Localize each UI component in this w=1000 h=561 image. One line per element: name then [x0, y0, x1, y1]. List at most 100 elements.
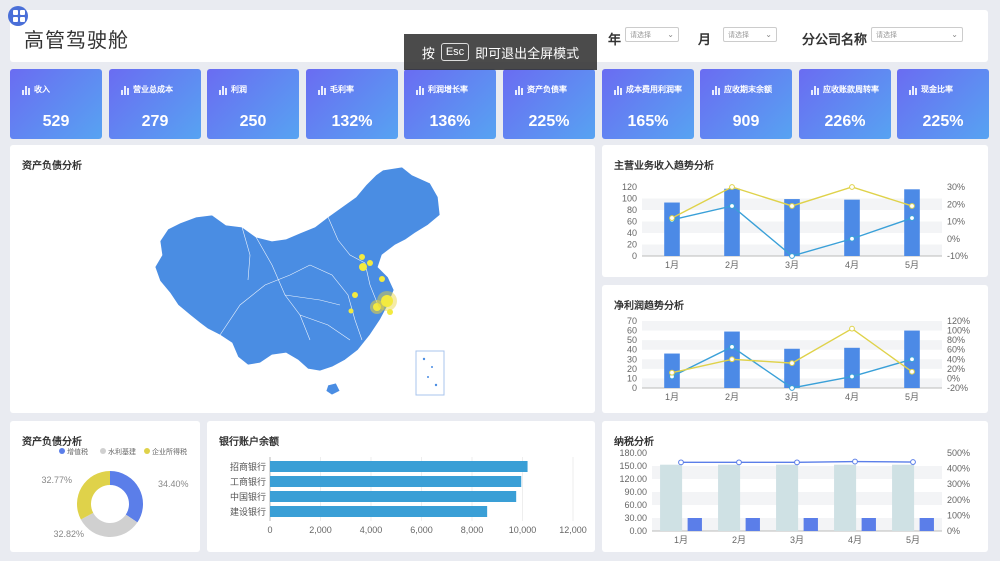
kpi-card[interactable]: 应收期末余额 909 [700, 69, 792, 139]
x-tick-label: 4,000 [360, 525, 383, 535]
kpi-value: 226% [824, 113, 866, 130]
y-left-tick-label: 0 [632, 383, 637, 393]
series-point [849, 235, 855, 242]
y-right-tick-label: 100% [947, 510, 970, 520]
kpi-card[interactable]: 应收账款周转率 226% [799, 69, 891, 139]
bar-chart-icon [121, 83, 131, 95]
x-tick-label: 1月 [665, 392, 679, 402]
kpi-card[interactable]: 现金比率 225% [897, 69, 989, 139]
kpi-value: 136% [429, 113, 471, 130]
y-left-tick-label: 120 [622, 182, 637, 192]
y-tick-label: 中国银行 [230, 491, 266, 502]
y-left-tick-label: 60 [627, 217, 637, 227]
y-right-tick-label: -10% [947, 251, 968, 261]
kpi-card[interactable]: 成本费用利润率 165% [602, 69, 694, 139]
kpi-card[interactable]: 利润增长率 136% [404, 69, 496, 139]
kpi-label: 应收期末余额 [724, 85, 772, 94]
bar-chart-icon [416, 83, 426, 95]
x-tick-label: 3月 [785, 260, 799, 270]
y-left-tick-label: 50 [627, 335, 637, 345]
y-left-tick-label: 30.00 [624, 513, 647, 523]
y-left-tick-label: 90.00 [624, 487, 647, 497]
bar-chart-icon [712, 83, 722, 95]
kpi-label: 利润 [231, 85, 247, 94]
bar-chart-icon [219, 83, 229, 95]
series-point [909, 203, 915, 209]
month-select-placeholder: 请选择 [728, 32, 749, 39]
hainan-island-shape [325, 382, 341, 396]
kpi-label: 毛利率 [330, 85, 354, 94]
map-panel: 资产负债分析 [10, 145, 595, 413]
bar-chart-icon [515, 83, 525, 95]
donut-slice [110, 471, 144, 523]
chart-bar [270, 491, 517, 502]
y-right-tick-label: -20% [947, 383, 968, 393]
series-point [909, 215, 915, 221]
profit-trend-title: 净利润趋势分析 [614, 301, 684, 312]
bar-chart-icon [811, 83, 821, 95]
kpi-value: 250 [239, 113, 267, 130]
kpi-card[interactable]: 营业总成本 279 [109, 69, 201, 139]
bank-balance-panel: 银行账户余额 0 2,000 4,000 6,000 8,000 10,000 12,000… [207, 421, 595, 552]
city-marker [359, 263, 367, 271]
chevron-down-icon: ⌄ [951, 30, 958, 39]
series-point [909, 368, 915, 375]
chart-bar [776, 464, 799, 531]
legend-label: 企业所得税 [152, 447, 187, 456]
x-tick-label: 4月 [848, 535, 862, 545]
x-tick-label: 5月 [906, 535, 920, 545]
month-select[interactable]: 请选择 ⌄ [723, 27, 777, 42]
x-tick-label: 5月 [905, 260, 919, 270]
apps-menu-icon[interactable] [8, 6, 28, 26]
series-point [789, 385, 795, 391]
year-label: 年 [608, 32, 622, 47]
y-right-tick-label: 0% [947, 373, 960, 383]
chart-bar [834, 464, 857, 531]
branch-select[interactable]: 请选择 ⌄ [871, 27, 963, 42]
page-title: 高管驾驶舱 [24, 30, 129, 52]
x-tick-label: 1月 [674, 535, 688, 545]
branch-label: 分公司名称 [802, 32, 868, 47]
series-point [910, 459, 916, 465]
chart-bar [844, 199, 860, 256]
bank-balance-title: 银行账户余额 [219, 437, 279, 448]
series-point [736, 459, 742, 466]
series-point [789, 253, 795, 259]
donut-slice-label: 32.82% [53, 529, 84, 539]
chart-bar [919, 518, 934, 531]
profit-trend-panel: 净利润趋势分析 0 10 20 30 40 50 60 70 -20% 0% 20% 40% 60% 80… [602, 285, 988, 413]
kpi-card[interactable]: 资产负债率 225% [503, 69, 595, 139]
y-left-tick-label: 40 [627, 228, 637, 238]
province-borders [219, 216, 379, 341]
y-right-tick-label: 400% [947, 464, 970, 474]
kpi-value: 225% [922, 113, 964, 130]
series-point [729, 356, 735, 363]
x-tick-label: 3月 [790, 535, 804, 545]
chart-bar [270, 506, 488, 517]
y-left-tick-label: 20 [627, 364, 637, 374]
kpi-label: 应收账款周转率 [823, 85, 879, 94]
year-select[interactable]: 请选择 ⌄ [625, 27, 679, 42]
legend-swatch [100, 448, 106, 454]
y-left-tick-label: 120.00 [619, 474, 647, 484]
kpi-label: 营业总成本 [133, 85, 173, 94]
y-left-tick-label: 40 [627, 345, 637, 355]
series-point [729, 343, 735, 350]
fullscreen-tip-prefix: 按 [421, 45, 435, 61]
y-right-tick-label: 0% [947, 234, 960, 244]
chart-bar [687, 518, 702, 531]
x-tick-label: 8,000 [461, 525, 484, 535]
y-left-tick-label: 100 [622, 194, 637, 204]
kpi-label: 利润增长率 [428, 85, 468, 94]
x-tick-label: 10,000 [509, 525, 537, 535]
x-tick-label: 1月 [665, 260, 679, 270]
y-left-tick-label: 60 [627, 326, 637, 336]
x-tick-label: 4月 [845, 392, 859, 402]
kpi-card[interactable]: 利润 250 [207, 69, 299, 139]
chart-bar [270, 476, 522, 487]
series-point [909, 356, 915, 363]
kpi-card[interactable]: 收入 529 [10, 69, 102, 139]
grid-band [642, 340, 942, 350]
kpi-card[interactable]: 毛利率 132% [306, 69, 398, 139]
